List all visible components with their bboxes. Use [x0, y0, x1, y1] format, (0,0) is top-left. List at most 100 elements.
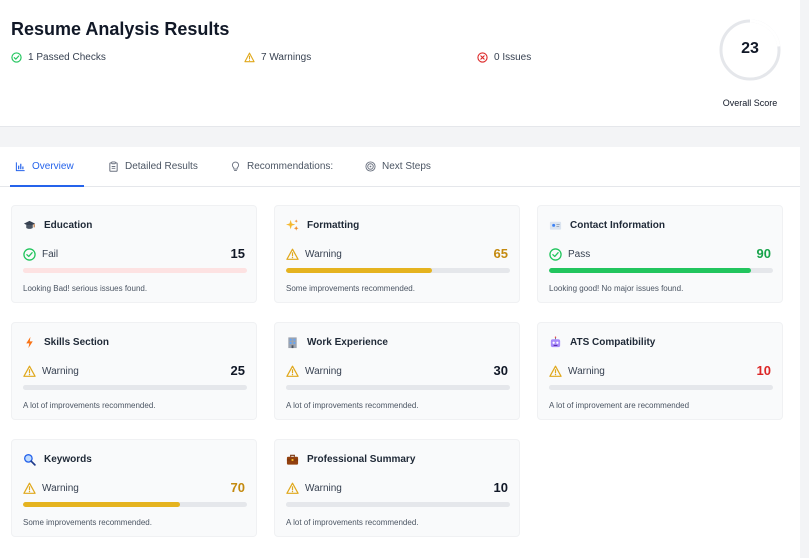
tab-recommendations[interactable]: Recommendations:: [230, 161, 333, 172]
card-title: Formatting: [307, 220, 360, 231]
status-label: Warning: [305, 483, 342, 494]
progress-track: [549, 268, 773, 273]
score-ring: [719, 19, 781, 81]
progress-fill: [549, 385, 572, 390]
tab-label: Detailed Results: [125, 161, 198, 172]
office-building-icon: [288, 337, 297, 349]
progress-fill: [286, 502, 309, 507]
progress-track: [23, 502, 247, 507]
progress-track: [23, 385, 247, 390]
card-title: Skills Section: [44, 337, 110, 348]
overall-score-label: Overall Score: [722, 98, 778, 108]
x-circle-icon: [477, 52, 488, 63]
card-title: Professional Summary: [307, 454, 416, 465]
card-education[interactable]: Education Fail 15 Looking Bad! serious i…: [11, 205, 257, 303]
status-label: Warning: [305, 366, 342, 377]
card-ats-compatibility[interactable]: ATS Compatibility Warning 10 A lot of im…: [537, 322, 783, 420]
status-label: Warning: [42, 483, 79, 494]
check-circle-icon: [549, 248, 562, 261]
progress-track: [286, 268, 510, 273]
progress-track: [286, 502, 510, 507]
score-value: 10: [756, 363, 771, 378]
warning-triangle-icon: [23, 365, 36, 377]
card-formatting[interactable]: Formatting Warning 65 Some improvements …: [274, 205, 520, 303]
score-value: 10: [493, 480, 508, 495]
tab-detailed-results[interactable]: Detailed Results: [108, 161, 198, 172]
card-contact-information[interactable]: Contact Information Pass 90 Looking good…: [537, 205, 783, 303]
card-message: A lot of improvements recommended.: [286, 401, 419, 410]
card-message: Some improvements recommended.: [286, 284, 415, 293]
passed-checks-label: 1 Passed Checks: [28, 52, 106, 63]
card-message: Looking good! No major issues found.: [549, 284, 684, 293]
card-professional-summary[interactable]: Professional Summary Warning 10 A lot of…: [274, 439, 520, 537]
warnings-summary: 7 Warnings: [244, 52, 311, 63]
page-title: Resume Analysis Results: [11, 19, 230, 39]
card-message: Looking Bad! serious issues found.: [23, 284, 148, 293]
results-header: Resume Analysis Results 1 Passed Checks …: [0, 0, 800, 127]
robot-icon: [550, 336, 561, 348]
tab-bar: Overview Detailed Results Recommendation…: [0, 147, 800, 187]
progress-fill: [23, 502, 180, 507]
card-title: Contact Information: [570, 220, 665, 231]
briefcase-icon: [286, 454, 299, 465]
bar-chart-icon: [15, 162, 25, 172]
warning-triangle-icon: [23, 482, 36, 494]
tab-overview[interactable]: Overview: [15, 161, 74, 172]
results-content: Overview Detailed Results Recommendation…: [0, 147, 800, 558]
score-value: 30: [493, 363, 508, 378]
card-message: A lot of improvements recommended.: [23, 401, 156, 410]
status-label: Warning: [568, 366, 605, 377]
check-circle-icon: [23, 248, 36, 261]
card-work-experience[interactable]: Work Experience Warning 30 A lot of impr…: [274, 322, 520, 420]
overall-score-value: 23: [741, 40, 759, 57]
graduation-cap-icon: [23, 220, 36, 229]
progress-track: [549, 385, 773, 390]
tab-label: Recommendations:: [247, 161, 334, 172]
card-title: Education: [44, 220, 93, 231]
tab-next-steps[interactable]: Next Steps: [365, 161, 431, 172]
passed-checks-summary: 1 Passed Checks: [11, 52, 106, 63]
card-message: A lot of improvement are recommended: [549, 401, 690, 410]
target-icon: [365, 161, 376, 172]
card-skills-section[interactable]: Skills Section Warning 25 A lot of impro…: [11, 322, 257, 420]
progress-track: [23, 268, 247, 273]
lightbulb-icon: [231, 161, 240, 171]
card-message: A lot of improvements recommended.: [286, 518, 419, 527]
card-keywords[interactable]: Keywords Warning 70 Some improvements re…: [11, 439, 257, 537]
magnifier-icon: [24, 454, 36, 466]
progress-fill: [549, 268, 751, 273]
score-value: 65: [493, 246, 508, 261]
status-label: Pass: [568, 249, 591, 260]
progress-fill: [23, 268, 57, 273]
issues-summary: 0 Issues: [477, 52, 531, 63]
status-label: Warning: [42, 366, 79, 377]
warning-triangle-icon: [286, 365, 299, 377]
card-title: ATS Compatibility: [570, 337, 656, 348]
lightning-icon: [26, 336, 33, 349]
contact-card-icon: [549, 221, 562, 230]
progress-fill: [23, 385, 79, 390]
status-label: Warning: [305, 249, 342, 260]
score-value: 90: [756, 246, 771, 261]
card-message: Some improvements recommended.: [23, 518, 152, 527]
issues-label: 0 Issues: [494, 52, 532, 63]
score-ring-progress: [719, 19, 781, 81]
score-value: 70: [230, 480, 245, 495]
active-tab-indicator: [10, 185, 84, 187]
score-value: 25: [230, 363, 245, 378]
card-title: Work Experience: [307, 337, 388, 348]
progress-fill: [286, 385, 354, 390]
progress-track: [286, 385, 510, 390]
warning-triangle-icon: [549, 365, 562, 377]
tab-label: Next Steps: [382, 161, 431, 172]
warning-triangle-icon: [286, 482, 299, 494]
warning-triangle-icon: [244, 52, 255, 63]
clipboard-icon: [109, 161, 118, 172]
sparkles-icon: [286, 219, 299, 231]
warning-triangle-icon: [286, 248, 299, 260]
card-title: Keywords: [44, 454, 92, 465]
check-circle-icon: [11, 52, 22, 63]
status-label: Fail: [42, 249, 59, 260]
tab-label: Overview: [32, 161, 74, 172]
warnings-label: 7 Warnings: [261, 52, 312, 63]
